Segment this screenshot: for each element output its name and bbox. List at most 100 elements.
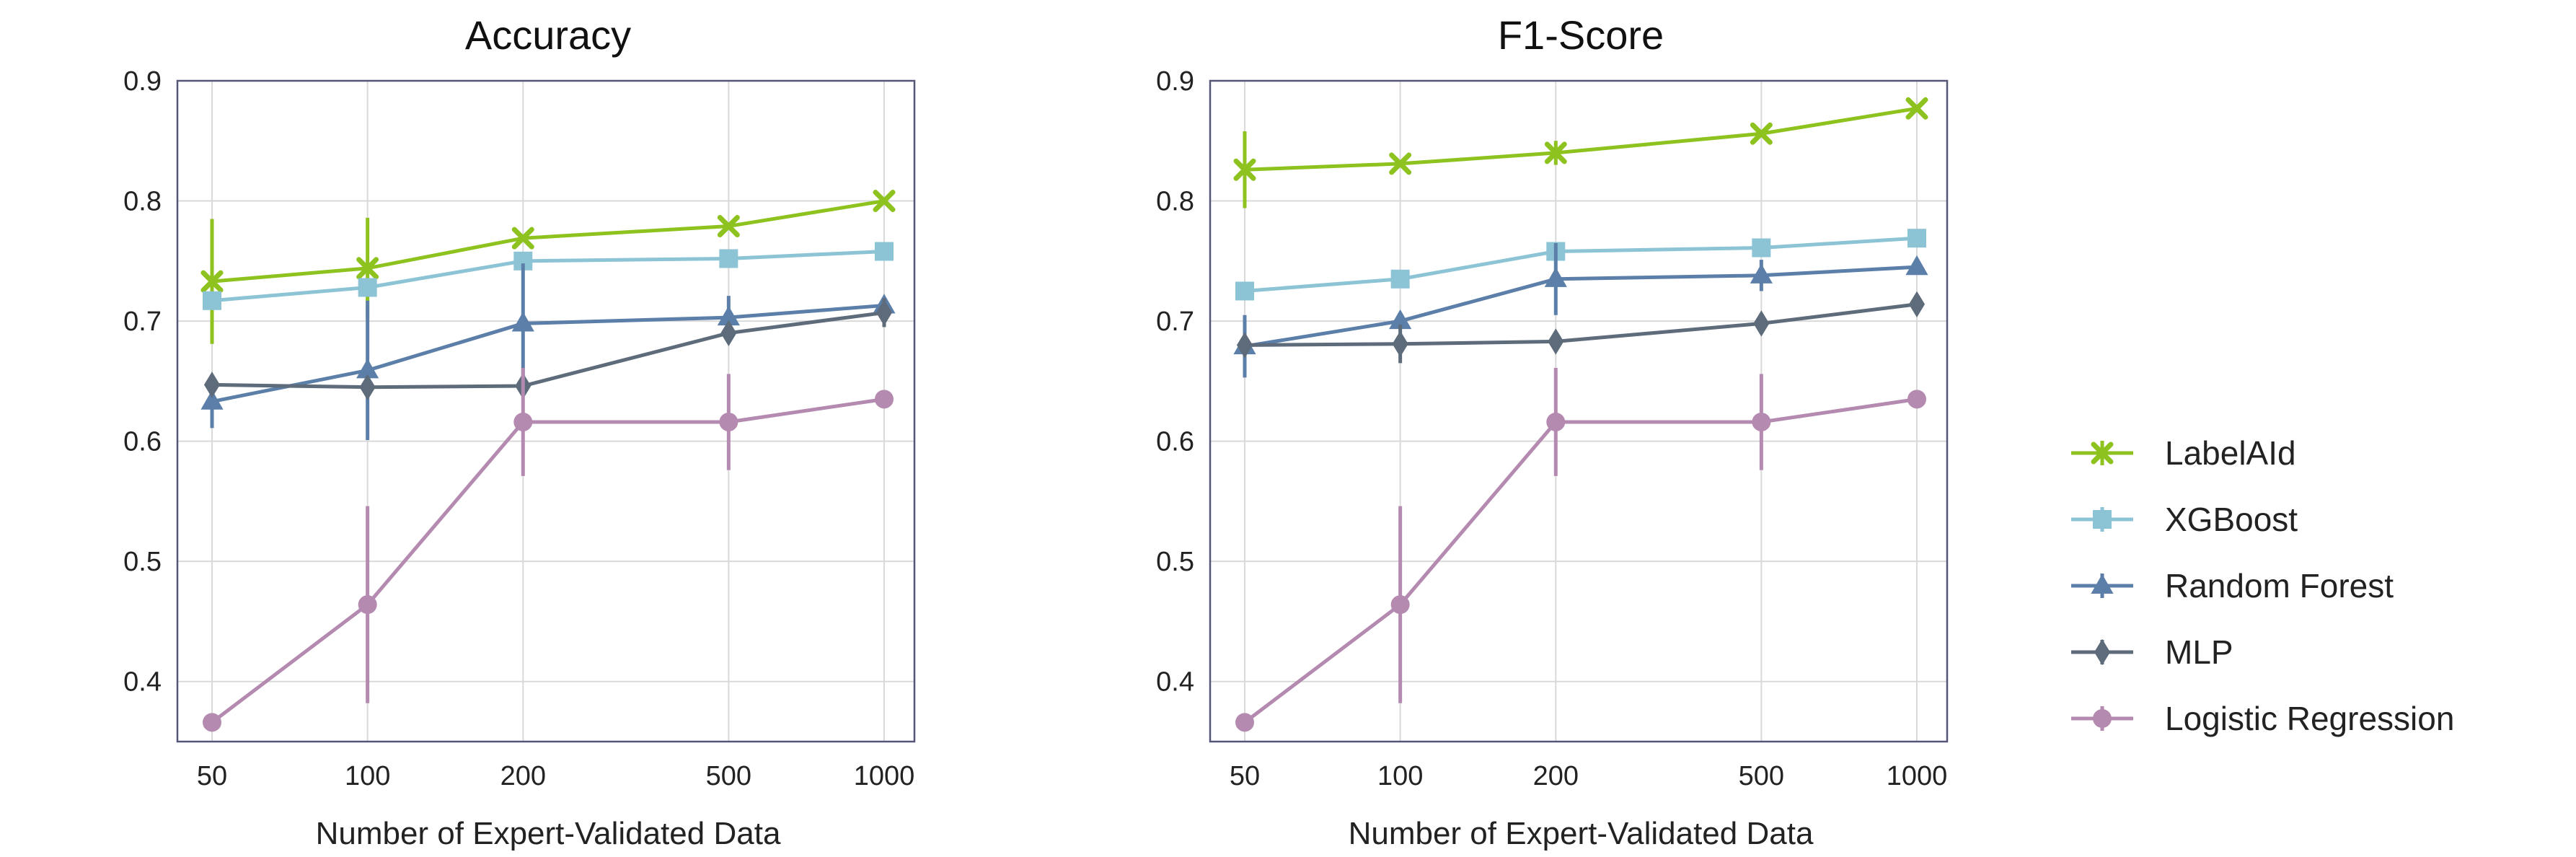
data-point: [1907, 229, 1926, 248]
series-mlp: [1236, 291, 1926, 364]
data-point: [200, 270, 224, 293]
data-point: [1390, 595, 1410, 615]
legend-label: LabelAId: [2165, 434, 2296, 472]
data-point: [200, 390, 224, 410]
data-point: [717, 305, 740, 326]
x-tick-label: 1000: [854, 761, 915, 791]
legend-label: Logistic Regression: [2165, 700, 2454, 737]
y-tick-label: 0.6: [123, 427, 162, 457]
data-point: [875, 390, 894, 409]
data-point: [873, 190, 896, 213]
series-line: [1244, 265, 1918, 348]
data-point: [203, 372, 221, 398]
series-labelaid: [1233, 97, 1928, 208]
y-tick-label: 0.8: [1156, 187, 1194, 217]
series-xgboost: [203, 242, 894, 310]
legend-label: Random Forest: [2165, 567, 2394, 605]
data-point: [875, 242, 894, 261]
legend-item-logistic-regression: Logistic Regression: [2071, 700, 2454, 737]
data-point: [719, 249, 738, 268]
x-tick-label: 200: [500, 761, 546, 791]
marker-stroke: [1544, 141, 1567, 164]
data-point: [1905, 255, 1928, 276]
marker-stroke: [1389, 152, 1412, 175]
data-point: [1236, 332, 1253, 359]
legend-marker: [2091, 573, 2114, 594]
legend-item-labelaid: LabelAId: [2071, 434, 2296, 472]
x-tick-label: 50: [197, 761, 227, 791]
data-point: [1546, 412, 1566, 431]
data-point: [203, 291, 221, 310]
series-line: [1244, 106, 1918, 172]
data-point: [1905, 97, 1928, 120]
data-point: [1235, 713, 1254, 732]
legend-marker: [2093, 510, 2112, 529]
x-tick-label: 500: [1739, 761, 1784, 791]
data-point: [1389, 309, 1412, 330]
x-tick-label: 100: [345, 761, 390, 791]
data-point: [1235, 281, 1254, 301]
y-tick-label: 0.7: [1156, 307, 1194, 337]
legend-marker: [2093, 709, 2112, 728]
legend-item-xgboost: XGBoost: [2071, 501, 2298, 538]
data-point: [1548, 328, 1564, 355]
plot-frame: [176, 79, 916, 743]
data-point: [358, 595, 377, 615]
legend: LabelAId XGBoost Random Forest MLP Logistic …: [2071, 434, 2454, 737]
y-tick-label: 0.6: [1156, 427, 1194, 457]
series-logistic-regression: [203, 368, 894, 732]
y-tick-label: 0.8: [123, 187, 162, 217]
legend-item-random-forest: Random Forest: [2071, 567, 2394, 605]
data-point: [513, 412, 533, 431]
x-tick-label: 200: [1533, 761, 1579, 791]
marker-stroke: [356, 257, 379, 280]
data-point: [1907, 390, 1926, 409]
data-point: [1750, 122, 1773, 145]
x-tick-label: 500: [706, 761, 751, 791]
data-point: [511, 312, 534, 332]
marker-stroke: [2091, 441, 2114, 465]
series-line: [211, 199, 885, 284]
series-labelaid: [200, 190, 896, 344]
data-point: [1389, 152, 1412, 175]
series-line: [1244, 236, 1918, 293]
y-tick-label: 0.5: [123, 547, 162, 577]
plot-frame: [1209, 79, 1949, 743]
series-line: [1244, 302, 1918, 347]
series-random-forest: [200, 263, 896, 440]
series-xgboost: [1235, 229, 1926, 301]
marker-stroke: [1750, 122, 1773, 145]
y-tick-label: 0.9: [123, 66, 162, 97]
legend-label: XGBoost: [2165, 501, 2298, 538]
x-tick-label: 100: [1377, 761, 1423, 791]
x-tick-label: 1000: [1887, 761, 1948, 791]
data-point: [203, 713, 221, 732]
marker-stroke: [511, 227, 534, 250]
data-point: [719, 412, 738, 431]
series-logistic-regression: [1235, 368, 1926, 732]
data-point: [1752, 238, 1771, 258]
f1-score-chart: F1-Score Number of Expert-Validated Data…: [1156, 12, 1949, 851]
legend-item-mlp: MLP: [2071, 633, 2233, 671]
y-tick-label: 0.7: [123, 307, 162, 337]
data-point: [1544, 267, 1567, 287]
data-point: [720, 320, 737, 346]
x-axis-label: Number of Expert-Validated Data: [1349, 816, 1814, 851]
y-tick-label: 0.9: [1156, 66, 1194, 97]
data-point: [1392, 330, 1408, 357]
data-point: [1750, 263, 1773, 284]
data-point: [356, 257, 379, 280]
data-point: [1544, 141, 1567, 164]
series-random-forest: [1233, 242, 1928, 378]
data-point: [717, 215, 740, 238]
data-point: [1390, 269, 1410, 289]
marker-stroke: [200, 270, 224, 293]
accuracy-chart: Accuracy Number of Expert-Validated Data…: [123, 12, 916, 851]
data-point: [1753, 310, 1770, 337]
y-tick-label: 0.4: [1156, 667, 1194, 698]
data-point: [511, 227, 534, 250]
data-point: [875, 299, 893, 326]
chart-title: F1-Score: [1498, 12, 1664, 58]
marker-stroke: [1233, 158, 1256, 181]
